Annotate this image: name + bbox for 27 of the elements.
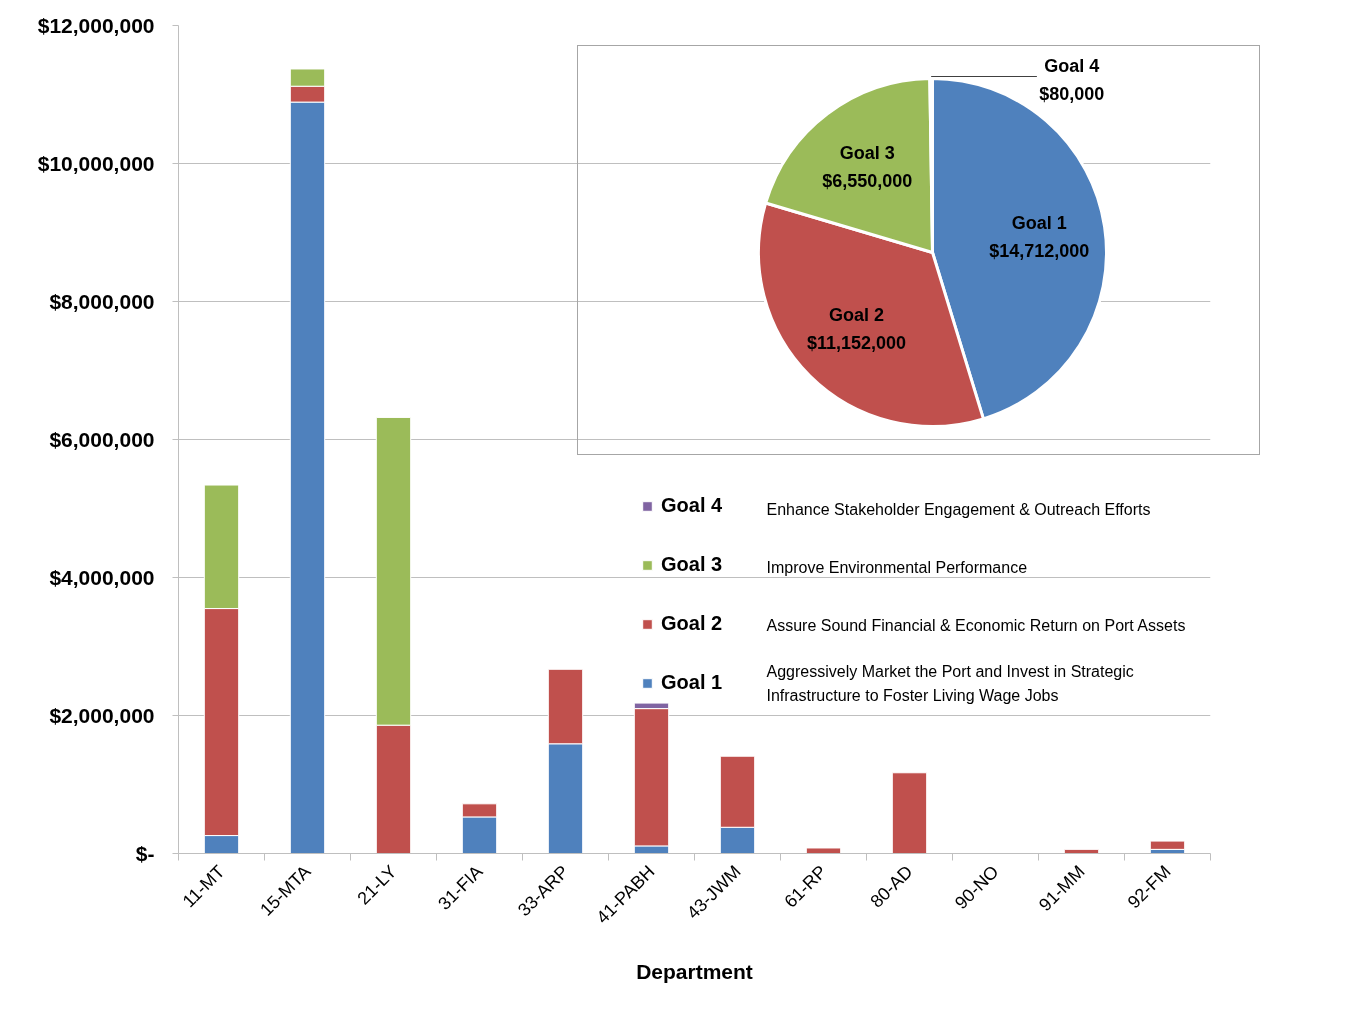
bar xyxy=(891,772,928,854)
slice-label: Goal 4 xyxy=(1044,55,1100,76)
legend-label: Goal 3 xyxy=(661,553,723,576)
bar xyxy=(1149,840,1186,850)
annotation: Enhance Stakeholder Engagement & Outreach Efforts xyxy=(766,501,1151,518)
slice-label: Goal 3 xyxy=(839,142,895,163)
annotation: Assure Sound Financial & Economic Return on Port Assets xyxy=(766,617,1186,634)
y-tick-label: $8,000,000 xyxy=(49,290,155,313)
data-label: $14,712,000 xyxy=(989,240,1090,261)
y-tick-label: $10,000,000 xyxy=(37,152,155,175)
annotation: Improve Environmental Performance xyxy=(766,559,1028,576)
bar xyxy=(805,847,842,854)
y-tick-label: $6,000,000 xyxy=(49,428,155,451)
y-tick-label: $2,000,000 xyxy=(49,704,155,727)
data-label: $11,152,000 xyxy=(806,333,907,354)
y-tick-label: $12,000,000 xyxy=(37,14,155,37)
y-tick-label: $- xyxy=(135,842,155,865)
x-axis-title: Department xyxy=(636,959,753,983)
legend-label: Goal 4 xyxy=(661,494,723,517)
legend-label: Goal 2 xyxy=(661,612,723,635)
y-tick-label: $4,000,000 xyxy=(49,566,155,589)
slice-label: Goal 1 xyxy=(1011,212,1067,233)
legend-label: Goal 1 xyxy=(661,671,723,694)
data-label: $6,550,000 xyxy=(822,170,913,191)
slice-label: Goal 2 xyxy=(829,305,885,326)
annotation: Aggressively Market the Port and Invest in Strategic Infrastructure to Foster Living Wage Jobs xyxy=(766,663,1134,704)
data-label: $80,000 xyxy=(1039,83,1105,104)
